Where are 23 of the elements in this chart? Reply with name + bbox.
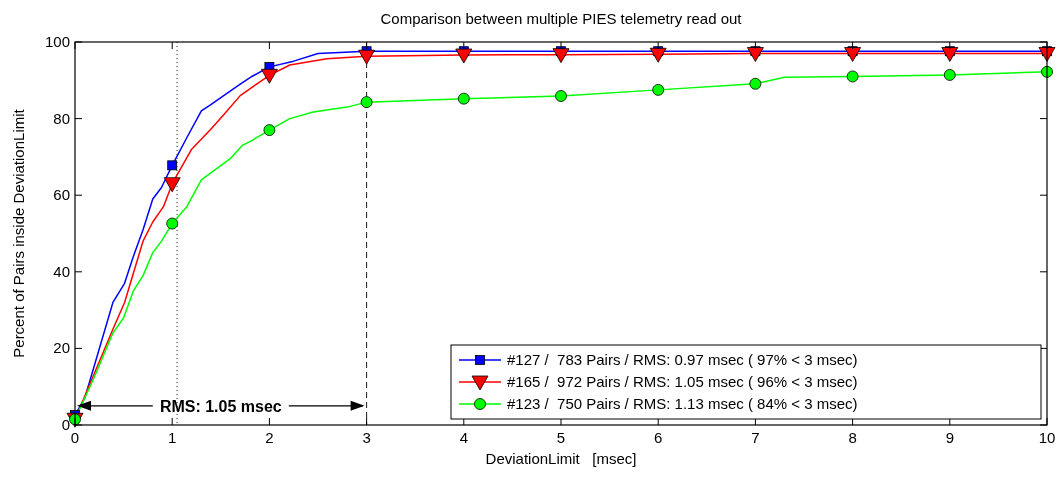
y-tick-label: 60 (53, 186, 70, 204)
x-tick-label: 1 (168, 429, 177, 446)
x-tick-label: 2 (265, 429, 274, 446)
x-tick-label: 4 (459, 429, 468, 446)
y-tick-label: 20 (53, 339, 70, 357)
y-tick-label: 40 (53, 262, 70, 280)
x-tick-label: 5 (556, 429, 566, 446)
y-tick-label: 100 (44, 33, 70, 50)
x-tick-label: 3 (362, 429, 371, 446)
y-tick-label: 0 (61, 416, 70, 433)
x-axis-title: DeviationLimit [msec] (485, 450, 637, 467)
annotation: RMS: 1.05 msec (159, 397, 282, 415)
x-tick-label: 7 (751, 429, 760, 446)
legend-label: #165 / 972 Pairs / RMS: 1.05 msec ( 96% < 3 msec) (507, 373, 858, 390)
x-tick-label: 9 (945, 429, 954, 446)
y-tick-label: 80 (53, 109, 70, 127)
chart-title: Comparison between multiple PIES telemetry read out (380, 10, 743, 27)
x-tick-label: 8 (848, 429, 857, 446)
y-axis-title: Percent of Pairs inside DeviationLimit (10, 108, 27, 358)
legend-label: #123 / 750 Pairs / RMS: 1.13 msec ( 84% < 3 msec) (507, 395, 858, 412)
x-tick-label: 10 (1038, 429, 1056, 446)
legend-label: #127 / 783 Pairs / RMS: 0.97 msec ( 97% < 3 msec) (507, 351, 858, 368)
x-tick-label: 6 (654, 429, 663, 446)
